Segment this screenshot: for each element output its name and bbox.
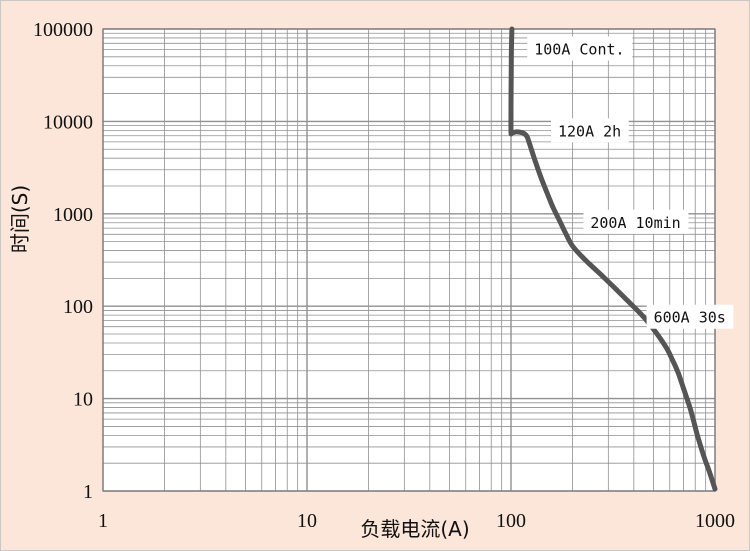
x-tick-label: 1 [98, 510, 108, 532]
series-line-0 [508, 26, 718, 492]
plot-area [103, 29, 715, 491]
grid-lines [102, 28, 716, 492]
annotation-label: 600A 30s [654, 309, 726, 327]
tick-label-group: 1 10 100 1000 1 10 100 1000 10000 100000 [33, 19, 735, 532]
series-curve-group [508, 26, 718, 492]
y-tick-label: 1 [83, 481, 93, 503]
y-tick-label: 100000 [33, 19, 93, 41]
y-tick-label: 100 [63, 296, 93, 318]
annotation-label: 120A 2h [558, 122, 621, 140]
annotation-box [551, 118, 629, 143]
annotation-label: 200A 10min [590, 214, 680, 232]
plot-border [102, 28, 716, 492]
y-axis-title: 时间(S) [8, 185, 32, 253]
x-tick-label: 100 [496, 510, 526, 532]
annotation-label: 100A Cont. [534, 40, 624, 58]
y-tick-label: 10 [73, 389, 93, 411]
x-axis-title: 负载电流(A) [360, 517, 469, 541]
annotation-box [583, 209, 689, 234]
x-tick-label: 10 [297, 510, 317, 532]
annotation-group: 100A Cont. 120A 2h 200A 10min 600A 30s [527, 36, 734, 329]
annotation-box [527, 36, 633, 61]
annotation-box [646, 304, 734, 329]
y-tick-label: 1000 [53, 204, 93, 226]
y-tick-label: 10000 [43, 111, 93, 133]
x-tick-label: 1000 [695, 510, 735, 532]
